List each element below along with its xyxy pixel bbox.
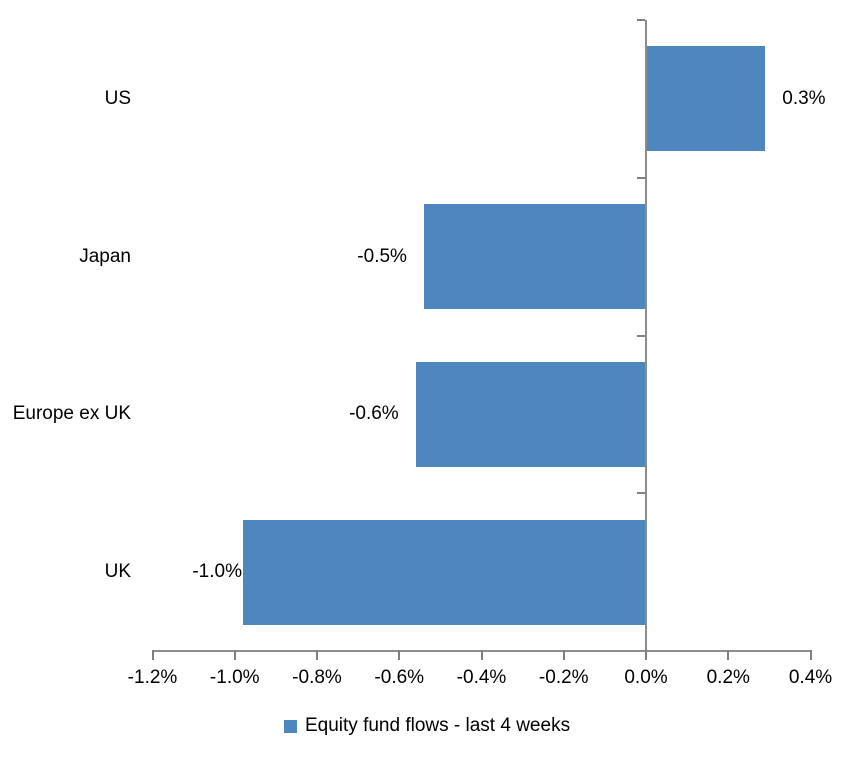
bar-japan [423,204,646,310]
x-axis-tick-label: 0.4% [788,667,833,688]
bar-europe-ex-uk [415,361,646,467]
x-axis-tick-label: -0.8% [292,667,342,688]
data-label: -0.6% [349,403,399,425]
data-label: 0.3% [782,87,826,109]
bar-us [646,46,766,152]
x-axis-tick-label: 0.2% [706,667,750,688]
category-boundary-tick [637,176,645,179]
x-axis-tick-label: 0.0% [624,667,668,688]
category-boundary-tick [637,19,645,21]
x-axis-tick [562,650,565,660]
legend: Equity fund flows - last 4 weeks [284,714,570,738]
category-label: Japan [79,245,131,267]
x-axis-tick [480,650,483,660]
x-axis-tick-label: -0.2% [538,667,589,688]
category-boundary-tick [637,334,645,337]
x-axis-tick [645,650,647,660]
x-axis-tick-label: -1.0% [209,667,260,688]
legend-label: Equity fund flows - last 4 weeks [305,715,571,736]
x-axis-tick [398,650,401,660]
data-label: -0.5% [357,245,407,267]
x-axis-tick [316,650,318,660]
legend-swatch-icon [284,719,297,733]
x-axis-tick-label: -1.2% [127,667,178,688]
x-axis-tick-label: -0.6% [374,667,425,688]
category-label: UK [104,561,131,583]
category-boundary-tick [637,492,645,495]
x-axis-tick [727,650,730,660]
category-label: Europe ex UK [12,403,131,425]
category-label: US [104,87,131,109]
zero-axis-line [645,20,647,651]
x-axis-tick [809,650,812,660]
x-axis-tick [151,650,154,660]
bar-uk [242,519,646,625]
x-axis-tick-label: -0.4% [456,667,507,688]
data-label: -1.0% [192,561,242,583]
x-axis-tick [233,650,236,660]
